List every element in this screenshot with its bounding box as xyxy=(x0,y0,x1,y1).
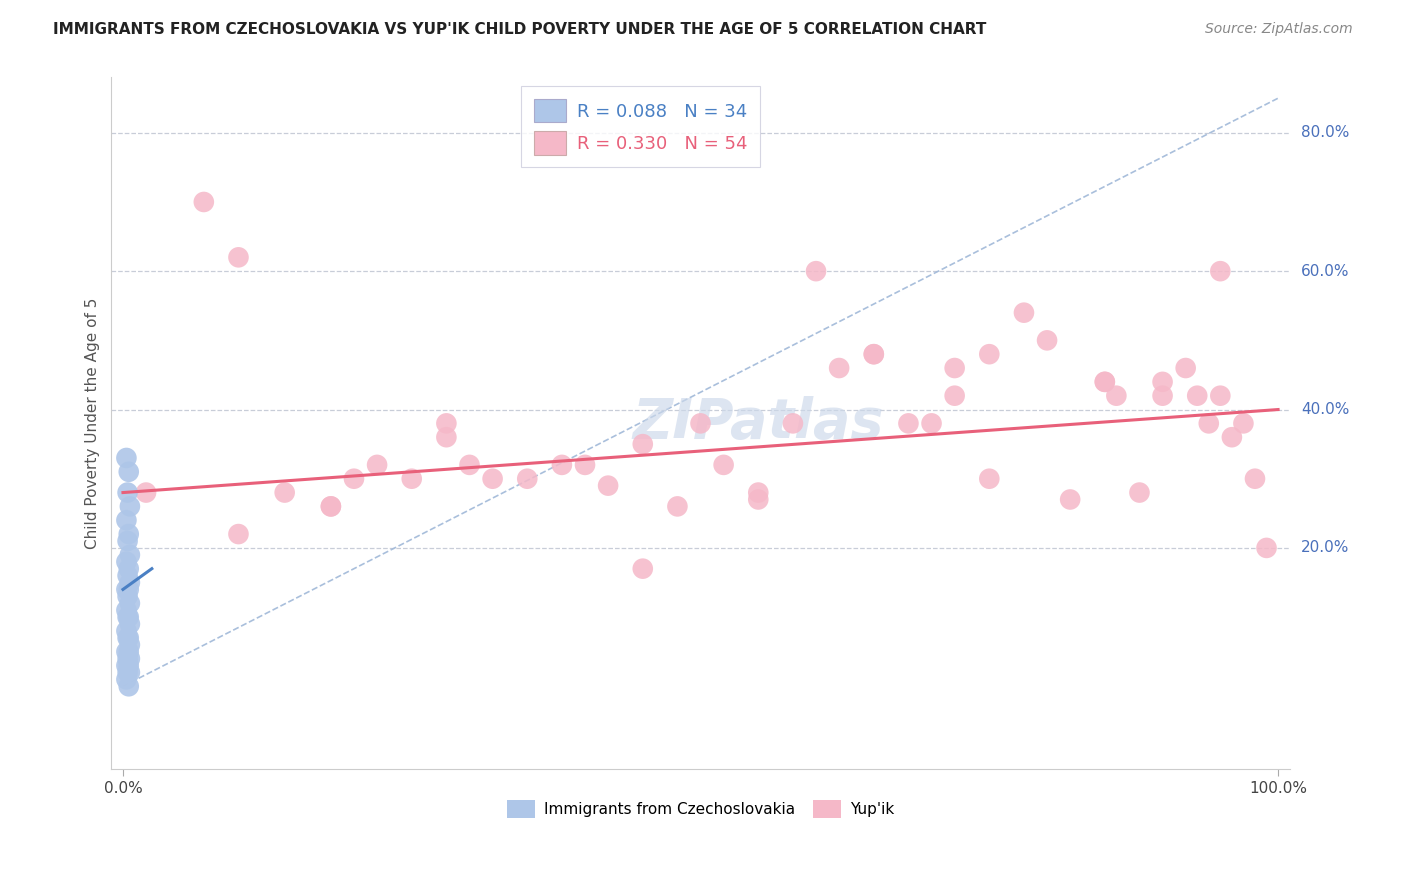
Point xyxy=(117,568,139,582)
Point xyxy=(118,548,141,562)
Point xyxy=(1059,492,1081,507)
Point xyxy=(434,417,457,431)
Text: IMMIGRANTS FROM CZECHOSLOVAKIA VS YUP'IK CHILD POVERTY UNDER THE AGE OF 5 CORREL: IMMIGRANTS FROM CZECHOSLOVAKIA VS YUP'IK… xyxy=(53,22,987,37)
Point xyxy=(666,500,689,514)
Point xyxy=(782,417,804,431)
Point xyxy=(118,631,141,645)
Point xyxy=(897,417,920,431)
Point xyxy=(228,250,250,264)
Text: 20.0%: 20.0% xyxy=(1301,541,1350,556)
Point xyxy=(115,513,138,527)
Point xyxy=(458,458,481,472)
Point xyxy=(228,527,250,541)
Point xyxy=(117,485,139,500)
Text: 40.0%: 40.0% xyxy=(1301,402,1350,417)
Point xyxy=(1036,334,1059,348)
Point xyxy=(598,478,620,492)
Point xyxy=(862,347,884,361)
Point xyxy=(1152,375,1174,389)
Point xyxy=(1256,541,1278,555)
Point xyxy=(273,485,295,500)
Point xyxy=(713,458,735,472)
Text: Source: ZipAtlas.com: Source: ZipAtlas.com xyxy=(1205,22,1353,37)
Point xyxy=(481,472,503,486)
Point xyxy=(118,617,141,632)
Y-axis label: Child Poverty Under the Age of 5: Child Poverty Under the Age of 5 xyxy=(86,298,100,549)
Point xyxy=(118,658,141,673)
Point xyxy=(631,437,654,451)
Point xyxy=(118,665,141,680)
Point xyxy=(193,194,215,209)
Point xyxy=(115,658,138,673)
Point xyxy=(1094,375,1116,389)
Point xyxy=(1244,472,1267,486)
Point xyxy=(921,417,943,431)
Text: 80.0%: 80.0% xyxy=(1301,125,1350,140)
Point xyxy=(118,562,141,576)
Point xyxy=(115,624,138,638)
Point xyxy=(943,361,966,376)
Point xyxy=(1174,361,1197,376)
Point xyxy=(1220,430,1243,444)
Point xyxy=(319,500,342,514)
Point xyxy=(118,575,141,590)
Point xyxy=(1209,264,1232,278)
Point xyxy=(1012,306,1035,320)
Text: ZIPatlas: ZIPatlas xyxy=(633,396,884,450)
Point xyxy=(118,465,141,479)
Point xyxy=(979,347,1001,361)
Point xyxy=(115,582,138,597)
Point xyxy=(115,555,138,569)
Point xyxy=(689,417,711,431)
Point xyxy=(516,472,538,486)
Point xyxy=(115,450,138,465)
Point xyxy=(118,610,141,624)
Point xyxy=(319,500,342,514)
Point xyxy=(118,679,141,693)
Point xyxy=(1105,389,1128,403)
Point xyxy=(1198,417,1220,431)
Legend: Immigrants from Czechoslovakia, Yup'ik: Immigrants from Czechoslovakia, Yup'ik xyxy=(501,794,900,824)
Point xyxy=(979,472,1001,486)
Point xyxy=(117,590,139,604)
Point xyxy=(1128,485,1150,500)
Point xyxy=(1209,389,1232,403)
Point xyxy=(117,533,139,548)
Point xyxy=(115,673,138,687)
Text: 60.0%: 60.0% xyxy=(1301,264,1350,278)
Point xyxy=(118,527,141,541)
Point xyxy=(1187,389,1209,403)
Point xyxy=(118,596,141,610)
Point xyxy=(862,347,884,361)
Point xyxy=(117,610,139,624)
Point xyxy=(1232,417,1254,431)
Point xyxy=(118,638,141,652)
Point xyxy=(118,582,141,597)
Point xyxy=(115,645,138,659)
Point xyxy=(118,645,141,659)
Point xyxy=(1152,389,1174,403)
Point xyxy=(631,562,654,576)
Point xyxy=(551,458,574,472)
Point xyxy=(943,389,966,403)
Point xyxy=(804,264,827,278)
Point xyxy=(401,472,423,486)
Point xyxy=(343,472,366,486)
Point xyxy=(366,458,388,472)
Point xyxy=(118,500,141,514)
Point xyxy=(115,603,138,617)
Point xyxy=(135,485,157,500)
Point xyxy=(118,651,141,665)
Point xyxy=(117,631,139,645)
Point xyxy=(747,492,769,507)
Point xyxy=(574,458,596,472)
Point xyxy=(828,361,851,376)
Point xyxy=(747,485,769,500)
Point xyxy=(117,651,139,665)
Point xyxy=(117,665,139,680)
Point xyxy=(434,430,457,444)
Point xyxy=(1094,375,1116,389)
